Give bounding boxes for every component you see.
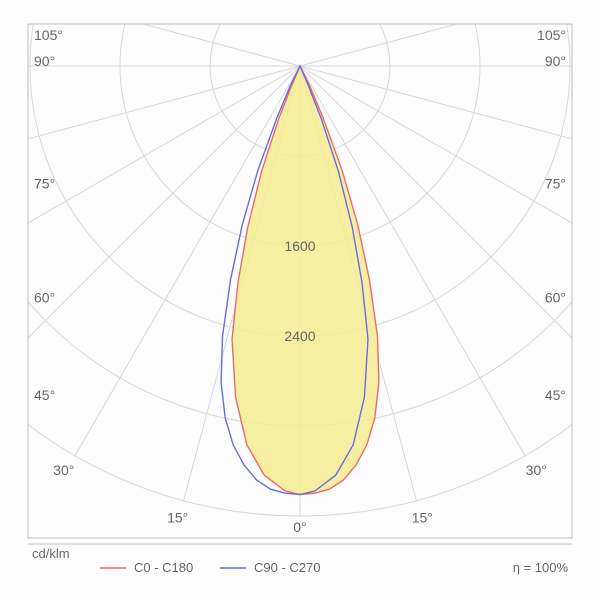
unit-label: cd/klm [32,546,70,561]
angle-label: 105° [34,27,63,43]
angle-label: 0° [293,519,306,535]
angle-label: 15° [167,509,188,525]
angle-label: 105° [537,27,566,43]
efficiency-label: η = 100% [513,560,569,575]
angle-label: 60° [545,289,566,305]
angle-label: 30° [526,462,547,478]
angle-label: 60° [34,289,55,305]
angle-label: 75° [545,175,566,191]
angle-label: 45° [34,387,55,403]
angle-label: 15° [412,509,433,525]
angle-label: 75° [34,175,55,191]
angle-label: 30° [53,462,74,478]
ring-label: 1600 [284,238,315,254]
angle-label: 90° [545,53,566,69]
legend-label-0: C0 - C180 [134,560,193,575]
ring-label: 2400 [284,328,315,344]
legend-label-1: C90 - C270 [254,560,320,575]
angle-label: 45° [545,387,566,403]
photometric-polar-chart: 1600 2400 0° 15° 15° 30° 30° 45° 45° 60° 60° 75° 75°… [0,0,600,600]
angle-label: 90° [34,53,55,69]
